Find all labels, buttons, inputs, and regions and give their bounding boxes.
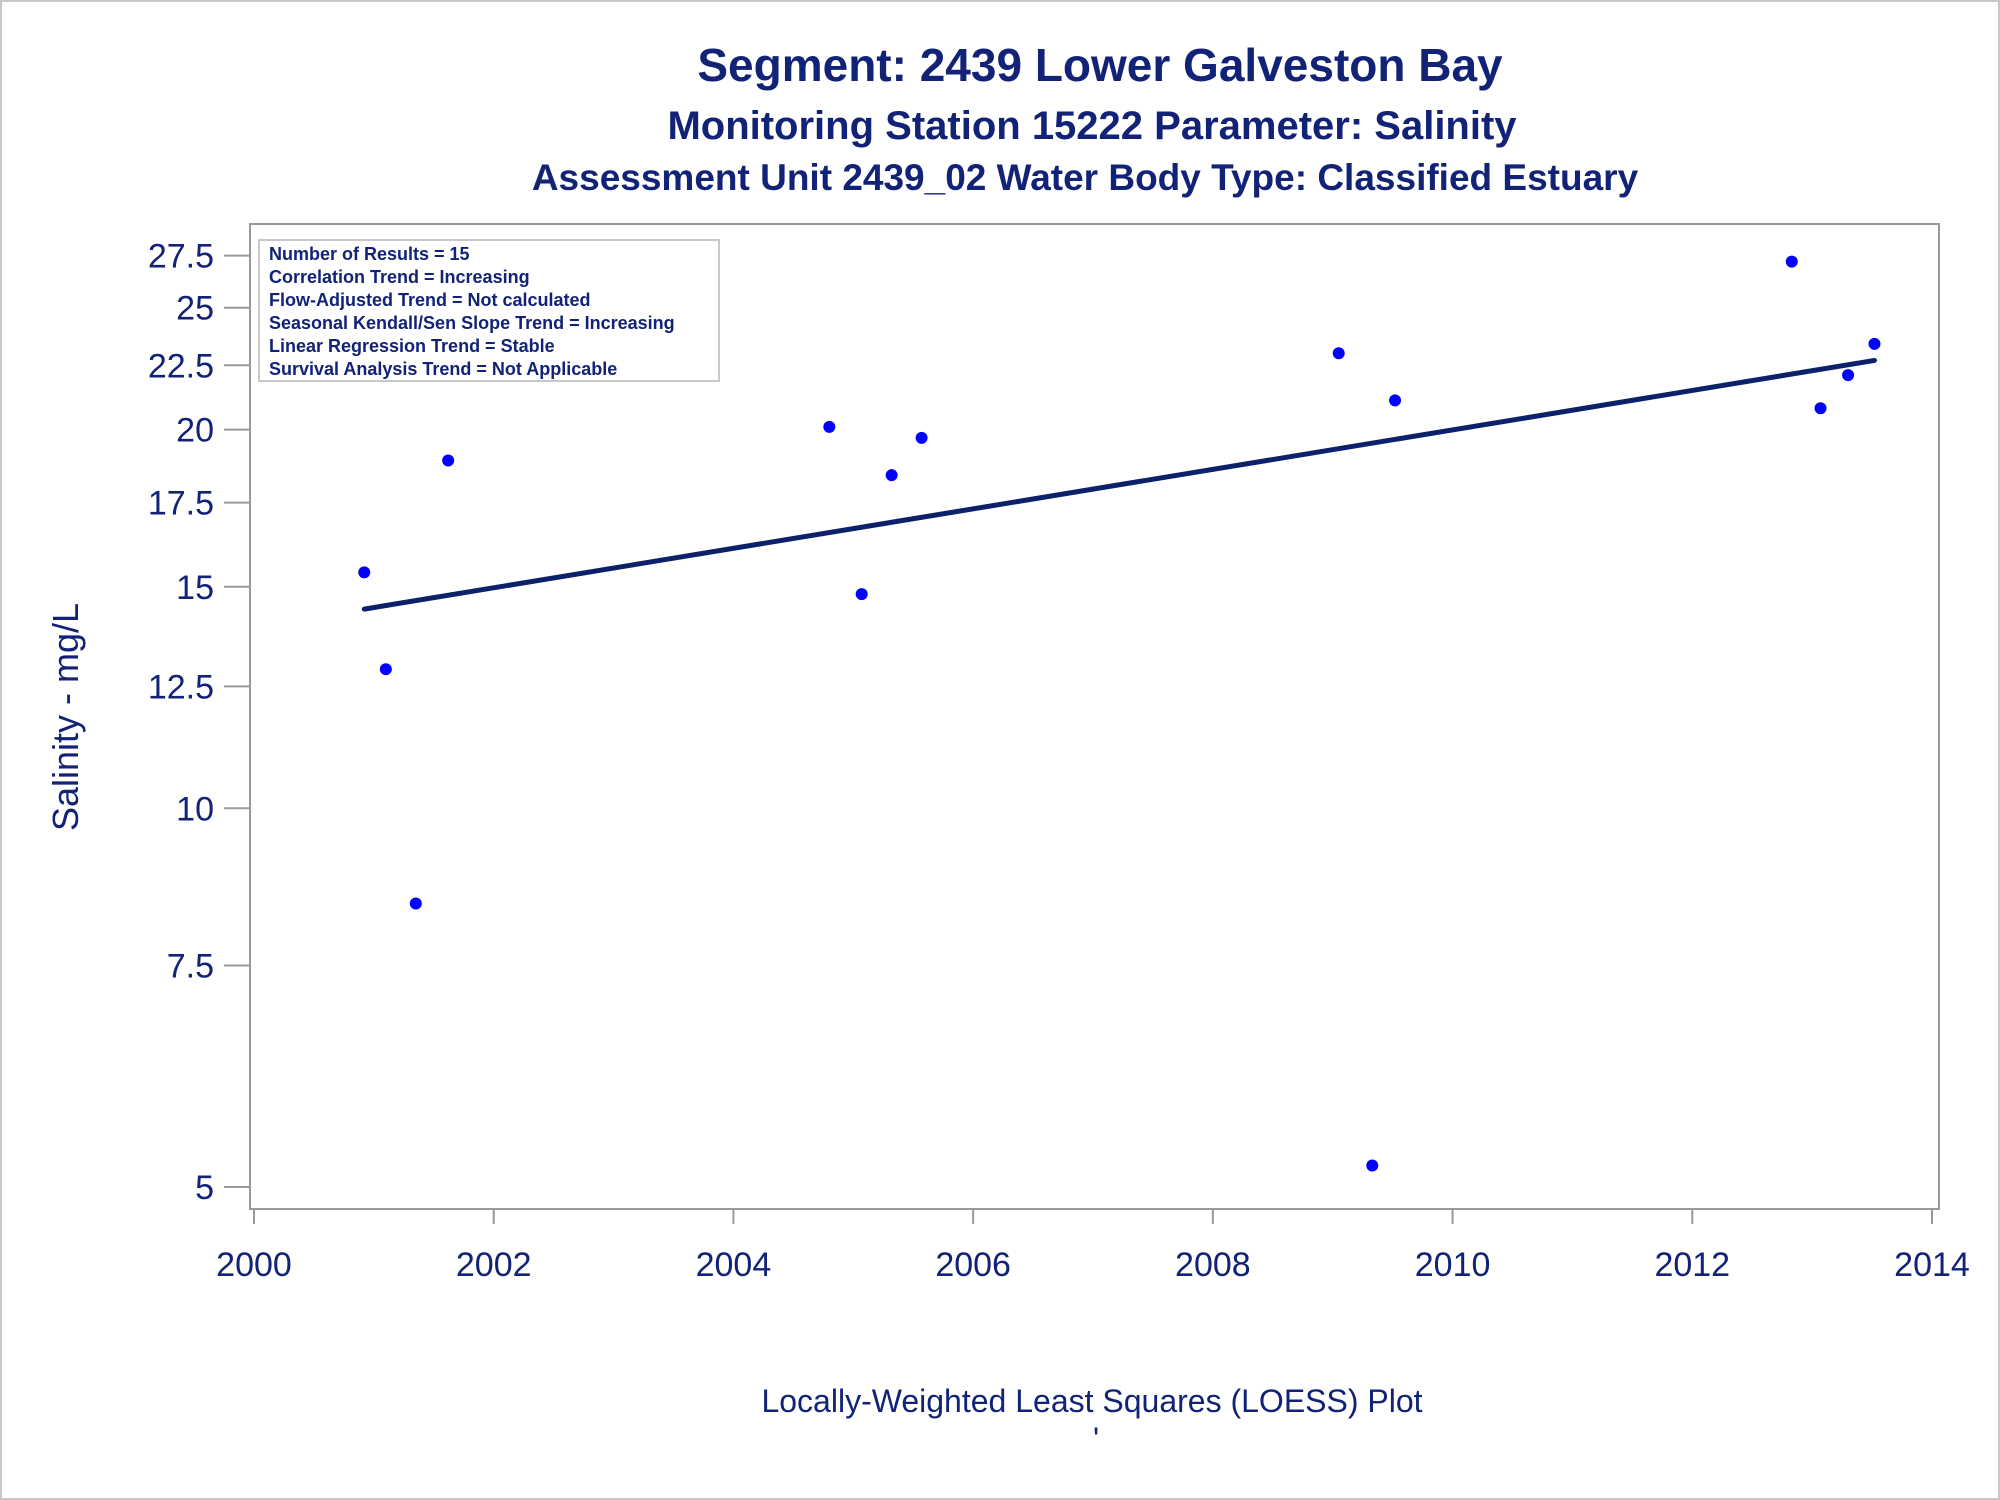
y-tick-label: 20 [176, 412, 214, 450]
stats-inset: Number of Results = 15 Correlation Trend… [258, 239, 720, 382]
x-tick-label: 2014 [1894, 1246, 1970, 1284]
y-tick-label: 5 [195, 1169, 214, 1207]
stats-line-correlation: Correlation Trend = Increasing [269, 267, 530, 287]
trend-line-group [361, 357, 1877, 612]
y-tick-label: 22.5 [148, 347, 214, 385]
x-tick-label: 2006 [935, 1246, 1011, 1284]
stats-line-survival: Survival Analysis Trend = Not Applicable [269, 359, 617, 379]
y-tick-label: 7.5 [167, 947, 214, 985]
data-point [885, 469, 898, 482]
y-tick-label: 10 [176, 790, 214, 828]
y-tick-label: 27.5 [148, 238, 214, 276]
data-point [1389, 394, 1402, 407]
data-point [823, 420, 836, 433]
data-points [358, 255, 1881, 1172]
data-point [409, 897, 422, 910]
y-axis: 5 7.5 10 12.5 15 17.5 20 22.5 25 27.5 [148, 238, 250, 1207]
trend-line [361, 357, 1877, 612]
stats-line-flow-adjusted: Flow-Adjusted Trend = Not calculated [269, 290, 591, 310]
data-point [1785, 255, 1798, 268]
x-tick-label: 2010 [1415, 1246, 1491, 1284]
data-point [379, 663, 392, 676]
y-tick-label: 12.5 [148, 668, 214, 706]
x-tick-label: 2004 [696, 1246, 772, 1284]
y-tick-label: 15 [176, 569, 214, 607]
x-tick-label: 2012 [1654, 1246, 1730, 1284]
stats-line-results: Number of Results = 15 [269, 244, 470, 264]
data-point [1332, 347, 1345, 360]
x-axis-label: Locally-Weighted Least Squares (LOESS) P… [761, 1383, 1422, 1419]
stats-line-linear-regression: Linear Regression Trend = Stable [269, 336, 555, 356]
stats-line-seasonal-kendall: Seasonal Kendall/Sen Slope Trend = Incre… [269, 313, 675, 333]
data-point [1366, 1159, 1379, 1172]
y-axis-label: Salinity - mg/L [45, 603, 86, 831]
x-tick-label: 2002 [456, 1246, 532, 1284]
chart-title: Segment: 2439 Lower Galveston Bay [697, 39, 1503, 91]
x-tick-label: 2008 [1175, 1246, 1251, 1284]
data-point [915, 431, 928, 444]
chart-subtitle-2: Assessment Unit 2439_02 Water Body Type:… [532, 157, 1639, 198]
footnote-mark: ' [1093, 1421, 1099, 1457]
y-tick-label: 17.5 [148, 485, 214, 523]
data-point [855, 588, 868, 601]
chart-subtitle: Monitoring Station 15222 Parameter: Sali… [667, 104, 1517, 148]
x-tick-label: 2000 [216, 1246, 292, 1284]
data-point [1842, 369, 1855, 382]
x-axis: 2000 2002 2004 2006 2008 2010 2012 2014 [216, 1209, 1970, 1284]
plot-area [249, 223, 1940, 1210]
data-point [1868, 337, 1881, 350]
stats-inset-box [258, 239, 720, 382]
data-point [1814, 402, 1827, 415]
y-tick-label: 25 [176, 290, 214, 328]
data-point [358, 566, 371, 579]
data-point [442, 454, 455, 467]
